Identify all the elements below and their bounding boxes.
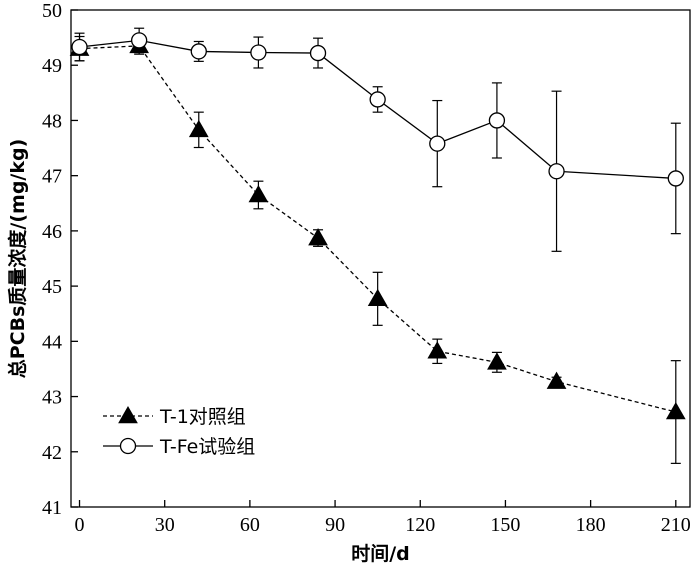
y-tick-label: 45 (42, 276, 62, 298)
legend-marker (119, 437, 137, 455)
data-point (369, 91, 386, 108)
data-point (546, 371, 567, 389)
data-point (190, 43, 207, 60)
data-point (429, 135, 446, 152)
x-tick-label: 60 (240, 514, 260, 536)
series-1 (71, 27, 684, 252)
x-tick-label: 180 (576, 514, 606, 536)
data-point (665, 402, 686, 420)
y-tick-label: 44 (42, 331, 62, 353)
x-axis-title: 时间/d (351, 543, 410, 565)
legend-label: T-1对照组 (159, 406, 246, 428)
x-tick-label: 30 (155, 514, 175, 536)
y-axis-title: 总PCBs质量浓度/(mg/kg) (6, 139, 29, 379)
data-point (367, 288, 388, 307)
data-point (248, 184, 269, 203)
data-point (130, 32, 148, 49)
y-tick-label: 48 (42, 110, 62, 132)
data-point (308, 228, 328, 246)
y-tick-label: 43 (42, 387, 62, 409)
y-tick-label: 42 (42, 442, 62, 464)
data-point (667, 170, 684, 187)
data-point (188, 119, 209, 138)
data-point (309, 44, 327, 62)
y-tick-label: 50 (42, 0, 62, 22)
y-tick-label: 41 (42, 497, 62, 519)
data-point (71, 38, 88, 56)
y-tick-label: 47 (42, 166, 62, 188)
x-tick-label: 120 (405, 514, 435, 536)
x-tick-label: 150 (490, 514, 520, 536)
data-point (548, 163, 565, 180)
data-point (427, 341, 448, 359)
x-tick-label: 0 (75, 514, 85, 536)
y-tick-label: 49 (42, 55, 62, 77)
data-point (488, 112, 506, 129)
legend-marker (118, 405, 138, 424)
data-point (250, 44, 267, 61)
data-point (487, 352, 507, 370)
series-line (79, 39, 676, 180)
axis-ticks: 0 30 60 90 120 150 180 210 41 42 43 44 45 46 47 48 49 50 (42, 0, 691, 536)
x-tick-label: 90 (325, 514, 345, 536)
plot-frame (70, 9, 691, 508)
series-layer (69, 27, 686, 464)
series-line (79, 45, 676, 413)
legend-label: T-Fe试验组 (159, 436, 255, 458)
x-tick-label: 210 (661, 514, 691, 536)
y-tick-label: 46 (42, 221, 62, 243)
legend: T-1对照组 T-Fe试验组 (103, 405, 255, 458)
